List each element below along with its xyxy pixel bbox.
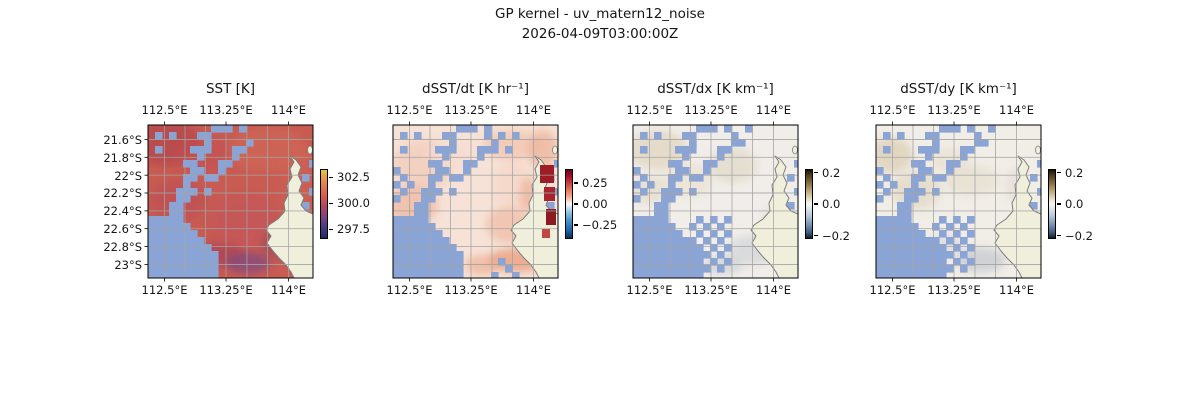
x-tick-label: 112.5°E (141, 103, 188, 117)
colorbar-dsst-dy: 0.2 0.0 −0.2 (1048, 165, 1118, 243)
colorbar-tick (814, 234, 818, 237)
y-tick-label: 22°S (114, 169, 142, 183)
y-tick-label: 23°S (114, 258, 142, 272)
x-tick-label: 114°E (756, 103, 791, 117)
colorbar-gradient (1048, 169, 1056, 239)
x-tick-label: 113.25°E (684, 103, 738, 117)
figure-title: GP kernel - uv_matern12_noise (495, 6, 705, 22)
colorbar-tick (574, 203, 578, 205)
x-tick-label: 112.5°E (386, 103, 433, 117)
colorbar-tick-label: 0.0 (1065, 197, 1084, 211)
colorbar-tick (1057, 203, 1061, 205)
colorbar-dsst-dx: 0.2 0.0 −0.2 (805, 165, 875, 243)
panel-title-dsst-dt: dSST/dt [K hr⁻¹] (422, 81, 529, 97)
x-tick-label: 112.5°E (869, 283, 916, 297)
x-tick-label: 114°E (756, 283, 791, 297)
colorbar-gradient (565, 169, 573, 239)
x-tick-label: 112.5°E (386, 283, 433, 297)
x-tick-label: 113.25°E (199, 283, 253, 297)
colorbar-gradient (805, 169, 813, 239)
panel-title-sst: SST [K] (205, 81, 256, 97)
subplot-dsst-dt: dSST/dt [K hr⁻¹] 112.5°E 113.25°E 114°E … (387, 81, 618, 297)
colorbar-tick-label: 302.5 (337, 170, 370, 185)
colorbar-tick-label: 297.5 (337, 222, 370, 237)
colorbar-tick (329, 202, 333, 204)
colorbar-gradient (320, 169, 328, 239)
figure-timestamp: 2026-04-09T03:00:00Z (521, 26, 679, 42)
x-tick-label: 112.5°E (141, 283, 188, 297)
sst-heatmap (144, 121, 314, 282)
subplot-dsst-dx: dSST/dx [K km⁻¹] 112.5°E 113.25°E 114°E … (627, 81, 850, 297)
panel-title-dsst-dy: dSST/dy [K km⁻¹] (900, 81, 1017, 97)
colorbar-tick (574, 182, 578, 184)
x-tick-label: 114°E (516, 283, 551, 297)
colorbar-tick (329, 228, 333, 230)
x-tick-label: 113.25°E (684, 283, 738, 297)
subplot-dsst-dy: dSST/dy [K km⁻¹] 112.5°E 113.25°E 114°E … (870, 81, 1093, 297)
y-tick-label: 22.6°S (103, 222, 142, 236)
x-tick-label: 114°E (271, 283, 306, 297)
y-tick-label: 22.4°S (103, 204, 142, 218)
x-tick-label: 112.5°E (626, 103, 673, 117)
colorbar-tick-label: 0.2 (1065, 165, 1084, 180)
colorbar-tick-label: −0.25 (582, 218, 618, 232)
y-tick-label: 22.8°S (103, 240, 142, 254)
colorbar-tick (574, 224, 578, 226)
y-tick-label: 21.8°S (103, 151, 142, 165)
panel-title-dsst-dx: dSST/dx [K km⁻¹] (657, 81, 774, 97)
x-tick-label: 113.25°E (444, 283, 498, 297)
x-tick-label: 112.5°E (626, 283, 673, 297)
y-tick-label: 22.2°S (103, 186, 142, 200)
colorbar-sst: 302.5 300.0 297.5 (320, 169, 390, 239)
colorbar-tick (1057, 234, 1061, 237)
colorbar-tick-label: 0.25 (582, 176, 608, 190)
x-tick-label: 113.25°E (444, 103, 498, 117)
colorbar-tick-label: 0.00 (582, 197, 608, 211)
x-tick-label: 114°E (999, 103, 1034, 117)
colorbar-tick (814, 203, 818, 205)
x-tick-label: 114°E (516, 103, 551, 117)
colorbar-tick-label: −0.2 (1065, 228, 1093, 243)
x-tick-label: 113.25°E (927, 283, 981, 297)
subplot-sst: SST [K] 112.5°E 113.25°E 114°E 21.6°S 21… (103, 81, 370, 297)
y-tick-label: 21.6°S (103, 133, 142, 147)
colorbar-dsst-dt: 0.25 0.00 −0.25 (565, 169, 635, 239)
colorbar-tick-label: −0.2 (822, 228, 850, 243)
x-tick-label: 114°E (999, 283, 1034, 297)
x-tick-label: 112.5°E (869, 103, 916, 117)
colorbar-tick (329, 176, 333, 178)
dsst-dx-heatmap (632, 121, 799, 282)
dsst-dt-heatmap (392, 121, 559, 282)
x-tick-label: 113.25°E (199, 103, 253, 117)
colorbar-tick-label: 0.2 (822, 165, 841, 180)
x-tick-label: 114°E (271, 103, 306, 117)
colorbar-tick (1057, 171, 1061, 174)
dsst-dy-heatmap (875, 121, 1042, 282)
colorbar-tick-label: 0.0 (822, 197, 841, 211)
x-tick-label: 113.25°E (927, 103, 981, 117)
colorbar-tick-label: 300.0 (337, 196, 370, 211)
colorbar-tick (814, 171, 818, 174)
